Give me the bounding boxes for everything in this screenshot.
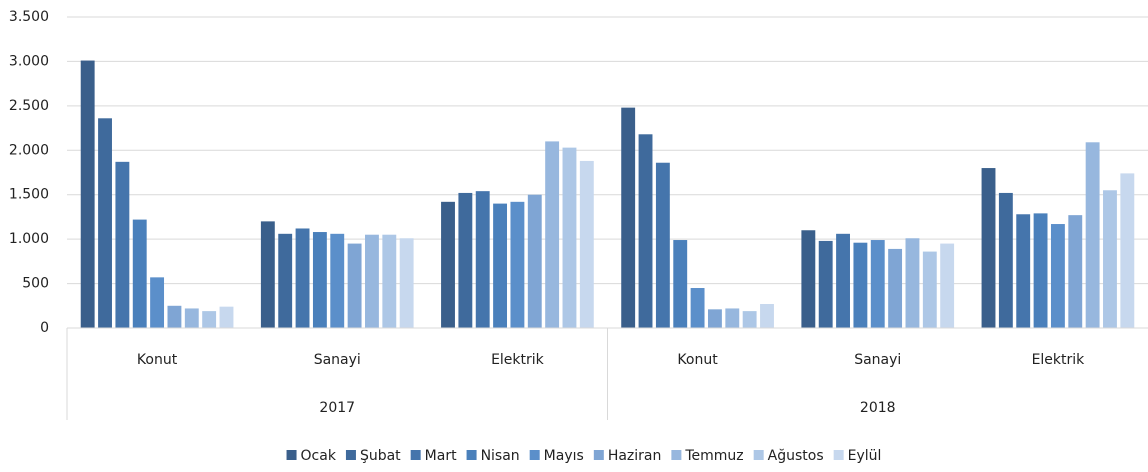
bar (638, 134, 653, 328)
bar (330, 233, 345, 328)
bar (707, 309, 722, 328)
y-tick-label: 3.500 (9, 9, 49, 25)
legend-label: Nisan (481, 448, 520, 464)
x-tick-label: Sanayi (854, 352, 901, 368)
bar (1033, 213, 1048, 328)
legend-swatch (345, 450, 356, 460)
bar (382, 234, 397, 328)
legend-swatch (466, 450, 477, 460)
bar (998, 192, 1013, 328)
bar (673, 240, 688, 328)
bar (458, 192, 473, 328)
legend-label: Şubat (360, 448, 401, 464)
legend-label: Temmuz (684, 448, 743, 464)
x-tick-label: Elektrik (1032, 352, 1086, 368)
bar (836, 233, 850, 328)
bar (725, 308, 740, 328)
group-label: 2017 (319, 400, 355, 416)
bar (760, 304, 774, 328)
legend-label: Haziran (608, 448, 662, 464)
legend-swatch (833, 450, 844, 460)
bar (167, 305, 182, 328)
bar (295, 228, 310, 328)
bar (981, 168, 996, 328)
x-tick-label: Konut (677, 352, 718, 368)
legend-swatch (410, 450, 421, 460)
group-label: 2018 (860, 400, 896, 416)
bar (150, 277, 165, 328)
bar (260, 221, 275, 328)
bar (922, 251, 937, 328)
bar (493, 203, 508, 328)
bar (365, 234, 379, 328)
bar (202, 311, 217, 328)
bar (399, 238, 414, 328)
bar (527, 194, 542, 328)
bar (219, 306, 234, 328)
legend-swatch (529, 450, 540, 460)
y-tick-label: 0 (40, 320, 49, 336)
x-tick-label: Sanayi (314, 352, 361, 368)
y-tick-label: 2.500 (9, 98, 49, 114)
bar (1085, 142, 1100, 328)
bar (870, 240, 885, 328)
bar (545, 141, 560, 328)
bar (1016, 214, 1031, 328)
bar (312, 232, 327, 328)
bar (115, 161, 130, 328)
bar (655, 162, 670, 328)
bar (475, 191, 490, 328)
bar (347, 243, 362, 328)
y-tick-label: 1.500 (9, 187, 49, 203)
y-tick-label: 500 (22, 276, 49, 292)
bar (905, 238, 920, 328)
bar (742, 311, 757, 328)
legend-swatch (286, 450, 297, 460)
y-tick-label: 2.000 (9, 142, 49, 158)
bar (801, 230, 816, 328)
bar (510, 201, 525, 328)
y-tick-label: 1.000 (9, 231, 49, 247)
legend-label: Eylül (848, 448, 882, 464)
bar (562, 147, 577, 328)
bar (818, 240, 833, 328)
x-tick-label: Konut (137, 352, 178, 368)
bar (1103, 190, 1117, 328)
legend-label: Ağustos (768, 448, 824, 464)
bar (1068, 215, 1083, 328)
bar (940, 243, 955, 328)
y-tick-label: 3.000 (9, 53, 49, 69)
bar (441, 201, 455, 328)
bar (579, 160, 594, 328)
bar (1050, 224, 1065, 328)
legend-label: Mayıs (544, 448, 584, 464)
legend-swatch (593, 450, 604, 460)
legend-label: Ocak (301, 448, 337, 464)
bar (621, 107, 636, 329)
legend-swatch (671, 450, 682, 460)
bar (853, 242, 868, 328)
bar (80, 60, 95, 328)
bar (278, 233, 293, 328)
bar (184, 308, 199, 328)
bar (888, 248, 903, 328)
bar (690, 288, 705, 328)
legend-swatch (753, 450, 764, 460)
bar (1120, 173, 1135, 328)
legend-label: Mart (425, 448, 457, 464)
x-tick-label: Elektrik (491, 352, 545, 368)
bar (132, 219, 147, 328)
bar (98, 118, 112, 328)
